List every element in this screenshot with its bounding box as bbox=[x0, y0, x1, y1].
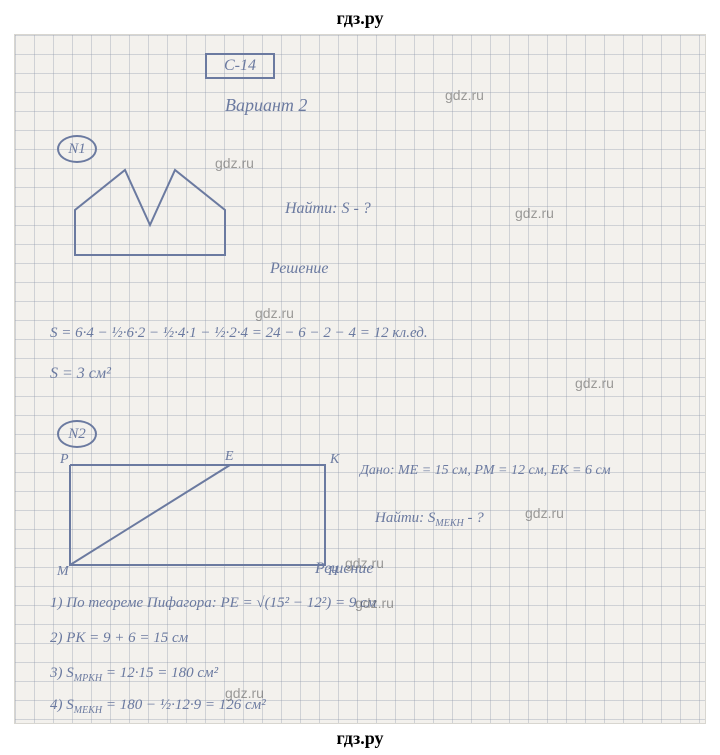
watermark: gdz.ru bbox=[515, 205, 554, 221]
watermark: gdz.ru bbox=[445, 87, 484, 103]
problem-1-badge: N1 bbox=[57, 135, 97, 163]
n1-line1: S = 6·4 − ½·6·2 − ½·4·1 − ½·2·4 = 24 − 6… bbox=[50, 325, 428, 342]
graph-paper: С-14 Вариант 2 N1 Найти: S - ? Решение S… bbox=[14, 34, 706, 724]
watermark: gdz.ru bbox=[225, 685, 264, 701]
n2-step2: 2) PK = 9 + 6 = 15 см bbox=[50, 630, 188, 647]
n1-solution-label: Решение bbox=[270, 260, 329, 278]
problem-2-badge: N2 bbox=[57, 420, 97, 448]
n2-find: Найти: SMEKH - ? bbox=[375, 510, 484, 529]
figure-2-trapezoid: P E K M H bbox=[45, 445, 345, 585]
variant-label: Вариант 2 bbox=[225, 95, 307, 116]
figure-1-crown bbox=[55, 160, 255, 270]
site-footer: гдз.ру bbox=[0, 728, 720, 749]
watermark: gdz.ru bbox=[255, 305, 294, 321]
n2-given: Дано: ME = 15 см, PM = 12 см, EK = 6 см bbox=[360, 463, 611, 479]
watermark: gdz.ru bbox=[215, 155, 254, 171]
n2-step1: 1) По теореме Пифагора: PE = √(15² − 12²… bbox=[50, 595, 376, 612]
n2-step3: 3) SMPKH = 12·15 = 180 см² bbox=[50, 665, 218, 684]
pt-P: P bbox=[59, 452, 69, 467]
watermark: gdz.ru bbox=[345, 555, 384, 571]
worksheet-code-box: С-14 bbox=[205, 53, 275, 79]
n1-find: Найти: S - ? bbox=[285, 200, 371, 218]
watermark: gdz.ru bbox=[525, 505, 564, 521]
n1-line2: S = 3 см² bbox=[50, 365, 111, 383]
pt-M: M bbox=[56, 564, 70, 579]
pt-E: E bbox=[224, 449, 234, 464]
pt-K: K bbox=[329, 452, 340, 467]
site-header: гдз.ру bbox=[0, 0, 720, 35]
watermark: gdz.ru bbox=[355, 595, 394, 611]
watermark: gdz.ru bbox=[575, 375, 614, 391]
